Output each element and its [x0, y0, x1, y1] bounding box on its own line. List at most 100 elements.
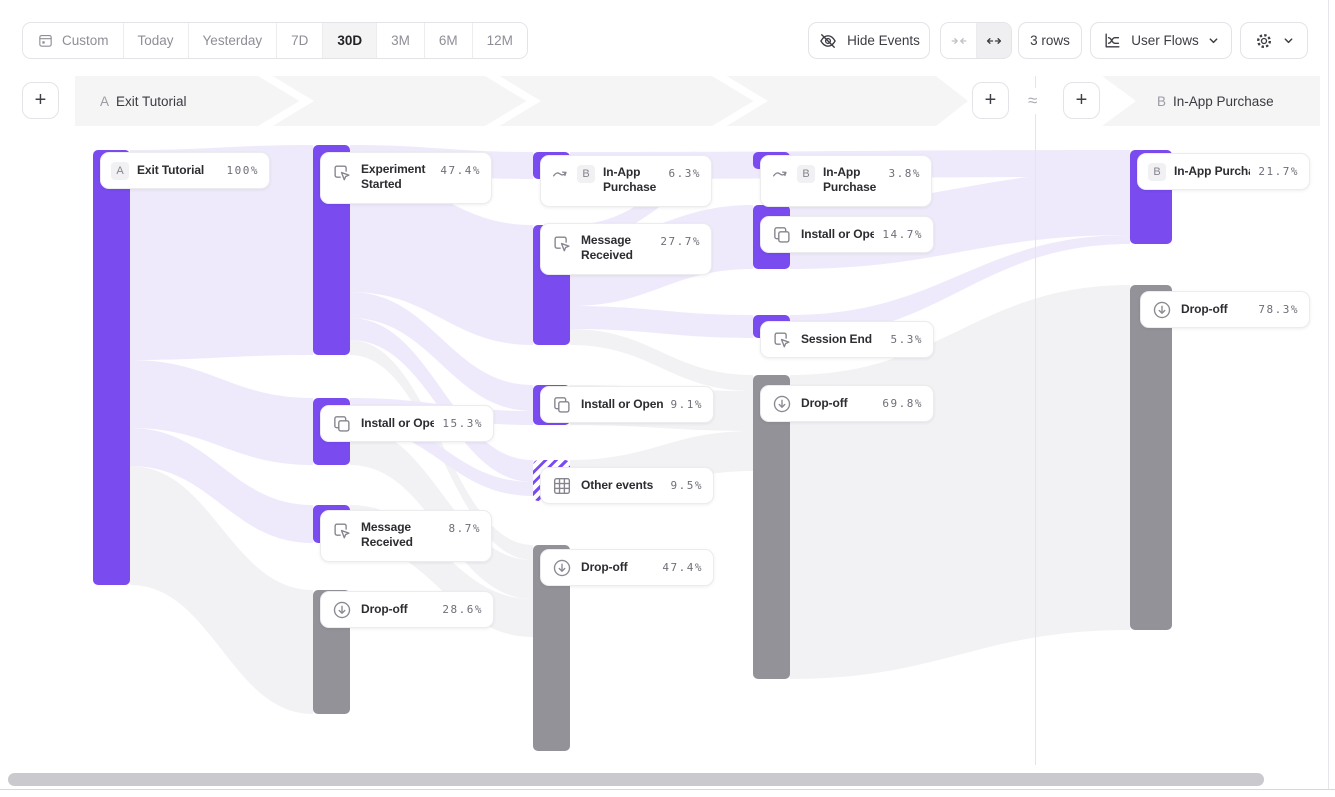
flow-badge-b: B	[1148, 162, 1166, 181]
chevron-down-icon	[1283, 35, 1294, 46]
eye-off-icon	[818, 31, 838, 51]
add-step-start-button[interactable]: +	[22, 82, 59, 119]
user-flows-icon	[1103, 31, 1122, 50]
flow-node-install-or-open[interactable]: Install or Open 9.1%	[540, 386, 714, 423]
flow-node-in-app-purchase[interactable]: B In-App Purchase 21.7%	[1137, 153, 1310, 190]
sankey-link	[130, 466, 313, 714]
date-range-3m[interactable]: 3M	[376, 23, 424, 58]
flow-node-drop-off[interactable]: Drop-off 47.4%	[540, 549, 714, 586]
flow-node-drop-off[interactable]: Drop-off 78.3%	[1140, 291, 1310, 328]
flow-node-in-app-purchase[interactable]: B In-App Purchase 6.3%	[540, 155, 712, 207]
jump-icon	[551, 165, 569, 183]
flow-node-exit-tutorial[interactable]: A Exit Tutorial 100%	[100, 152, 270, 189]
node-percent: 21.7%	[1258, 165, 1299, 178]
node-label: Drop-off	[361, 602, 408, 616]
install-icon	[551, 394, 573, 416]
sankey-bar-drop-off[interactable]	[1130, 285, 1172, 630]
view-selector-button[interactable]: User Flows	[1090, 22, 1232, 59]
flow-a-banner[interactable]: A Exit Tutorial	[75, 76, 968, 126]
date-range-label: 30D	[337, 33, 363, 48]
date-range-today[interactable]: Today	[122, 23, 188, 58]
arrows-in-icon	[950, 32, 968, 50]
chevron-separator-icon	[712, 76, 768, 126]
install-icon	[771, 224, 793, 246]
flow-node-in-app-purchase[interactable]: B In-App Purchase 3.8%	[760, 155, 932, 207]
node-percent: 27.7%	[660, 235, 701, 248]
expand-columns-button[interactable]	[976, 23, 1011, 58]
date-range-12m[interactable]: 12M	[471, 23, 527, 58]
flow-badge-a: A	[111, 161, 129, 180]
node-percent: 78.3%	[1258, 303, 1299, 316]
flow-badge-b: B	[577, 165, 595, 183]
jump-icon	[771, 165, 789, 183]
sankey-link	[130, 360, 313, 465]
flow-node-install-or-open[interactable]: Install or Open 15.3%	[320, 405, 494, 442]
cursor-click-icon	[551, 233, 573, 255]
plus-icon: +	[984, 89, 997, 111]
date-range-6m[interactable]: 6M	[423, 23, 472, 58]
date-range-custom[interactable]: Custom	[23, 23, 123, 58]
date-range-label: 3M	[391, 33, 410, 48]
node-label: Install or Open	[361, 416, 435, 430]
node-percent: 3.8%	[888, 167, 921, 180]
node-label: In-App Purchase	[603, 165, 657, 194]
toolbar: Custom Today Yesterday 7D 30D 3M 6M 12M Hide Ev…	[0, 0, 1335, 76]
flow-node-session-end[interactable]: Session End 5.3%	[760, 321, 934, 358]
date-range-7d[interactable]: 7D	[276, 23, 323, 58]
flow-node-drop-off[interactable]: Drop-off 69.8%	[760, 385, 934, 422]
date-range-label: Custom	[62, 33, 109, 48]
date-range-label: Today	[137, 33, 174, 48]
date-range-30d[interactable]: 30D	[322, 23, 377, 58]
flow-node-message-received[interactable]: Message Received 8.7%	[320, 510, 492, 562]
calendar-icon	[37, 32, 54, 49]
section-divider	[1035, 110, 1036, 765]
drop-off-icon	[771, 393, 793, 415]
flow-header: + A Exit Tutorial + ≈ + B In-App Purchas…	[0, 76, 1335, 126]
node-label: Other events	[581, 478, 654, 492]
collapse-columns-button[interactable]	[941, 23, 976, 58]
arrows-out-icon	[985, 32, 1003, 50]
hide-events-label: Hide Events	[847, 33, 920, 48]
node-label: Session End	[801, 332, 872, 346]
flow-node-message-received[interactable]: Message Received 27.7%	[540, 223, 712, 275]
node-label: In-App Purchase	[1174, 164, 1250, 178]
date-range-yesterday[interactable]: Yesterday	[187, 23, 277, 58]
flow-node-drop-off[interactable]: Drop-off 28.6%	[320, 591, 494, 628]
flow-node-other-events[interactable]: Other events 9.5%	[540, 467, 714, 504]
date-range-label: 7D	[291, 33, 309, 48]
sankey-link	[570, 329, 753, 391]
node-label: Message Received	[581, 233, 633, 262]
node-percent: 100%	[226, 164, 259, 177]
node-label: In-App Purchase	[823, 165, 877, 194]
date-range-label: 6M	[438, 33, 458, 48]
sankey-bar-exit-tutorial[interactable]	[93, 150, 130, 585]
node-percent: 9.1%	[670, 398, 703, 411]
drop-off-icon	[551, 557, 573, 579]
chevron-separator-icon	[485, 76, 541, 126]
add-step-start-b-button[interactable]: +	[1063, 82, 1100, 119]
sankey-bar-drop-off[interactable]	[753, 375, 790, 679]
node-percent: 5.3%	[890, 333, 923, 346]
chevron-separator-icon	[258, 76, 314, 126]
flow-node-experiment-started[interactable]: Experiment Started 47.4%	[320, 152, 492, 204]
date-range-label: Yesterday	[202, 33, 263, 48]
node-label: Exit Tutorial	[137, 163, 205, 177]
flow-b-banner[interactable]: B In-App Purchase	[1102, 76, 1320, 126]
settings-dropdown-button[interactable]	[1240, 22, 1308, 59]
panel-right-border	[1328, 0, 1329, 790]
flow-node-install-or-open[interactable]: Install or Open 14.7%	[760, 216, 934, 253]
view-selector-label: User Flows	[1131, 33, 1199, 48]
node-percent: 15.3%	[442, 417, 483, 430]
node-label: Drop-off	[801, 396, 848, 410]
plus-icon: +	[1075, 89, 1088, 111]
rows-button[interactable]: 3 rows	[1018, 22, 1082, 59]
node-percent: 47.4%	[662, 561, 703, 574]
scrollbar-thumb[interactable]	[8, 773, 1264, 786]
add-step-end-a-button[interactable]: +	[972, 82, 1009, 119]
chevron-down-icon	[1208, 35, 1219, 46]
hide-events-button[interactable]: Hide Events	[808, 22, 930, 59]
node-percent: 28.6%	[442, 603, 483, 616]
node-percent: 47.4%	[440, 164, 481, 177]
horizontal-scrollbar	[0, 771, 1335, 787]
